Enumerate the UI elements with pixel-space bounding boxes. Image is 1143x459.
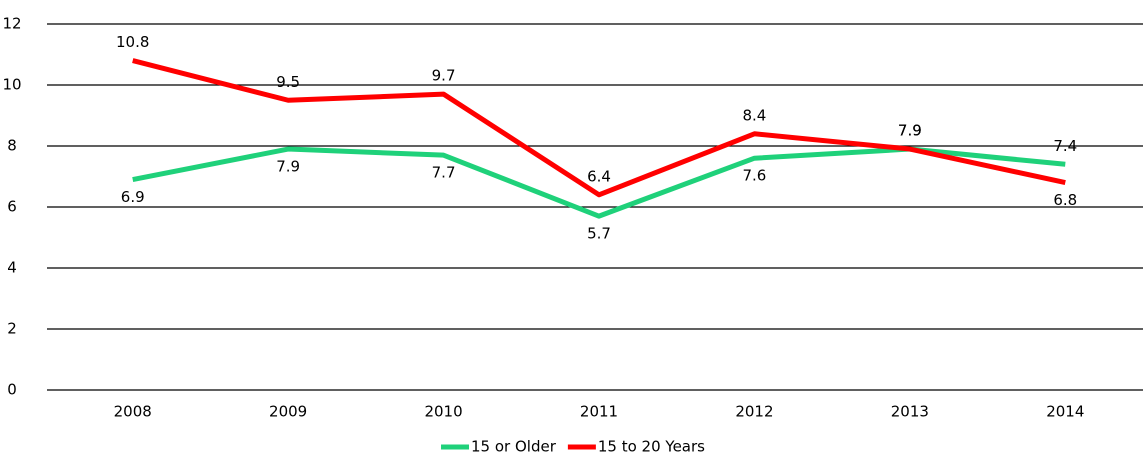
data-label: 7.7 [432, 164, 456, 182]
data-label: 7.9 [276, 158, 300, 176]
x-tick-label: 2010 [424, 403, 462, 421]
y-tick-label: 8 [7, 137, 17, 155]
x-tick-label: 2012 [735, 403, 773, 421]
x-tick-label: 2013 [891, 403, 929, 421]
data-label: 7.6 [742, 167, 766, 185]
data-label: 10.8 [116, 33, 149, 51]
legend-label: 15 to 20 Years [598, 438, 705, 456]
data-label: 8.4 [742, 106, 766, 124]
y-tick-label: 12 [2, 15, 21, 33]
data-label: 7.9 [898, 122, 922, 140]
y-tick-label: 2 [7, 320, 17, 338]
data-label: 9.7 [432, 67, 456, 85]
legend-item: 15 or Older [441, 438, 557, 456]
x-tick-label: 2011 [580, 403, 618, 421]
legend-item: 15 to 20 Years [567, 438, 705, 456]
x-tick-label: 2008 [114, 403, 152, 421]
data-label: 6.9 [121, 188, 145, 206]
data-label: 6.8 [1053, 191, 1077, 209]
data-label: 9.5 [276, 73, 300, 91]
y-tick-label: 4 [7, 259, 17, 277]
y-tick-label: 10 [2, 76, 21, 94]
series-line [132, 58, 1066, 198]
data-label: 6.4 [587, 167, 611, 185]
y-tick-label: 6 [7, 198, 17, 216]
x-tick-label: 2009 [269, 403, 307, 421]
data-label: 5.7 [587, 225, 611, 243]
y-tick-label: 0 [7, 381, 17, 399]
data-label: 7.9 [898, 122, 922, 140]
data-label: 7.4 [1053, 137, 1077, 155]
x-tick-label: 2014 [1046, 403, 1084, 421]
legend-label: 15 or Older [471, 438, 557, 456]
